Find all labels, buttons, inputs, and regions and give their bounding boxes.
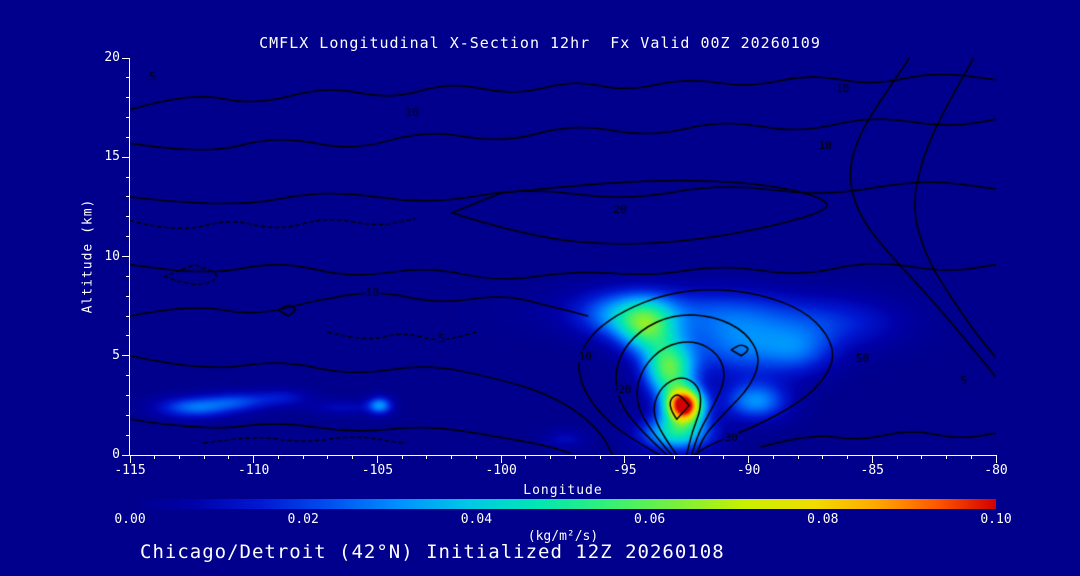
chart-footer: Chicago/Detroit (42°N) Initialized 12Z 2… [140, 541, 725, 563]
y-tick-label: 5 [112, 347, 120, 363]
x-axis-line [129, 455, 997, 456]
x-minor-tick [847, 455, 849, 459]
x-minor-tick [599, 455, 601, 459]
y-tick-label: 0 [112, 447, 120, 462]
x-major-tick [253, 455, 255, 463]
x-minor-tick [327, 455, 329, 459]
x-major-tick [871, 455, 873, 463]
x-minor-tick [574, 455, 576, 459]
x-major-tick [129, 455, 131, 463]
y-major-tick [122, 454, 130, 456]
x-tick-label: -110 [238, 463, 270, 478]
x-axis-title: Longitude [523, 483, 603, 498]
x-tick-label: -95 [613, 463, 637, 478]
y-axis-line [129, 58, 130, 456]
x-minor-tick [451, 455, 453, 459]
y-minor-tick [126, 236, 130, 238]
x-minor-tick [946, 455, 947, 459]
x-minor-tick [673, 455, 675, 459]
colorbar-units: (kg/m²/s) [527, 529, 599, 544]
y-minor-tick [126, 335, 130, 337]
y-minor-tick [126, 434, 130, 436]
x-minor-tick [352, 455, 354, 459]
x-minor-tick [401, 455, 403, 459]
x-minor-tick [921, 455, 923, 459]
colorbar-tick-label: 0.02 [287, 512, 319, 527]
y-minor-tick [126, 136, 130, 138]
y-major-tick [122, 355, 130, 357]
x-minor-tick [302, 455, 304, 459]
x-tick-label: -100 [485, 463, 517, 478]
colorbar-tick-label: 0.10 [980, 512, 1012, 527]
x-minor-tick [723, 455, 725, 459]
x-major-tick [624, 455, 626, 463]
x-minor-tick [822, 455, 824, 459]
y-major-tick [122, 256, 130, 257]
colorbar-tick-label: 0.00 [114, 512, 146, 527]
x-minor-tick [426, 455, 428, 459]
x-minor-tick [203, 455, 205, 459]
y-minor-tick [126, 414, 130, 416]
colorbar-tick-label: 0.04 [460, 512, 493, 527]
y-tick-label: 20 [104, 50, 120, 65]
y-minor-tick [126, 375, 130, 377]
x-minor-tick [178, 455, 180, 459]
x-minor-tick [154, 455, 156, 459]
y-tick-label: 15 [104, 149, 120, 165]
y-tick-label: 10 [104, 248, 120, 264]
y-major-tick [122, 156, 130, 158]
y-minor-tick [126, 97, 130, 99]
y-minor-tick [126, 216, 130, 218]
x-tick-label: -90 [736, 463, 761, 478]
y-major-tick [122, 57, 130, 59]
y-minor-tick [126, 275, 130, 277]
x-minor-tick [550, 455, 552, 459]
x-tick-label: -115 [114, 463, 146, 478]
x-minor-tick [277, 455, 279, 459]
x-minor-tick [525, 455, 527, 459]
x-minor-tick [228, 455, 230, 459]
colorbar-tick-label: 0.08 [807, 512, 839, 527]
chart-title: CMFLX Longitudinal X-Section 12hr Fx Val… [259, 34, 821, 52]
x-minor-tick [649, 455, 651, 459]
colorbar [130, 499, 996, 509]
x-tick-label: -105 [361, 463, 394, 478]
contour-plot-canvas [130, 58, 996, 455]
x-major-tick [500, 455, 502, 463]
colorbar-tick-label: 0.06 [633, 512, 666, 527]
x-minor-tick [797, 455, 799, 459]
x-major-tick [748, 455, 750, 463]
y-minor-tick [126, 176, 130, 178]
x-tick-label: -80 [984, 463, 1008, 478]
y-minor-tick [126, 117, 130, 119]
x-major-tick [376, 455, 378, 463]
y-minor-tick [126, 295, 130, 297]
x-minor-tick [896, 455, 898, 459]
y-minor-tick [126, 77, 130, 79]
x-tick-label: -85 [860, 463, 885, 478]
y-minor-tick [126, 394, 130, 396]
x-minor-tick [772, 455, 774, 459]
y-minor-tick [126, 196, 130, 198]
x-minor-tick [970, 455, 972, 459]
x-minor-tick [475, 455, 477, 459]
x-major-tick [995, 455, 997, 463]
x-minor-tick [698, 455, 700, 459]
y-minor-tick [126, 315, 130, 317]
